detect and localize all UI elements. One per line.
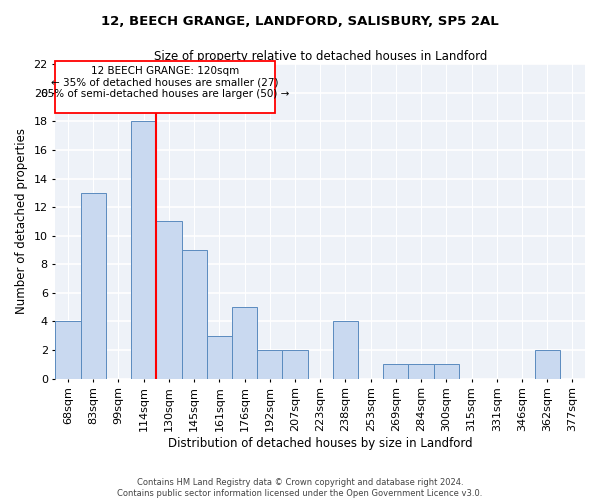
Bar <box>182 250 207 378</box>
Bar <box>535 350 560 378</box>
Title: Size of property relative to detached houses in Landford: Size of property relative to detached ho… <box>154 50 487 63</box>
Bar <box>434 364 459 378</box>
Bar <box>80 193 106 378</box>
Y-axis label: Number of detached properties: Number of detached properties <box>15 128 28 314</box>
Bar <box>409 364 434 378</box>
Bar <box>55 322 80 378</box>
Bar <box>383 364 409 378</box>
X-axis label: Distribution of detached houses by size in Landford: Distribution of detached houses by size … <box>168 437 473 450</box>
Bar <box>232 307 257 378</box>
Bar <box>257 350 283 378</box>
Bar <box>207 336 232 378</box>
Bar <box>283 350 308 378</box>
Text: Contains HM Land Registry data © Crown copyright and database right 2024.
Contai: Contains HM Land Registry data © Crown c… <box>118 478 482 498</box>
Bar <box>157 222 182 378</box>
Text: 12, BEECH GRANGE, LANDFORD, SALISBURY, SP5 2AL: 12, BEECH GRANGE, LANDFORD, SALISBURY, S… <box>101 15 499 28</box>
Text: 12 BEECH GRANGE: 120sqm: 12 BEECH GRANGE: 120sqm <box>91 66 239 76</box>
FancyBboxPatch shape <box>55 62 275 113</box>
Text: 65% of semi-detached houses are larger (50) →: 65% of semi-detached houses are larger (… <box>41 89 289 99</box>
Bar <box>333 322 358 378</box>
Bar <box>131 122 157 378</box>
Text: ← 35% of detached houses are smaller (27): ← 35% of detached houses are smaller (27… <box>52 78 279 88</box>
